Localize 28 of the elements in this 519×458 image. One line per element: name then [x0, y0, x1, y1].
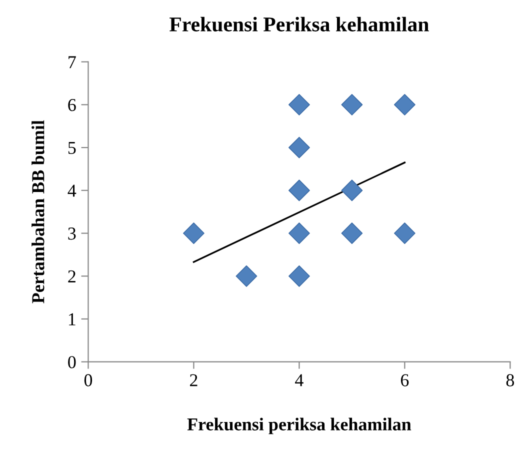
x-tick-label: 4	[295, 374, 304, 386]
x-tick-label: 0	[84, 374, 92, 386]
point	[182, 222, 204, 244]
point	[288, 265, 310, 287]
y-tick-label: 1	[68, 313, 76, 326]
y-tick-label: 7	[68, 56, 76, 68]
y-axis-title: Pertambahan BB bumil	[32, 120, 44, 304]
point	[288, 222, 310, 244]
point	[341, 222, 363, 244]
y-tick-label: 5	[68, 142, 76, 154]
point	[341, 180, 363, 202]
y-tick-label: 2	[68, 270, 76, 282]
point	[288, 180, 310, 202]
y-tick-label: 3	[68, 228, 76, 240]
point	[288, 136, 310, 158]
y-tick-label: 0	[68, 356, 76, 368]
point	[288, 94, 310, 116]
x-tick-label: 8	[506, 374, 514, 386]
point	[394, 222, 416, 244]
x-tick-label: 6	[400, 374, 409, 386]
point	[394, 94, 416, 116]
x-axis-title: Frekuensi periksa kehamilan	[187, 418, 412, 434]
point	[236, 265, 258, 287]
point	[341, 94, 363, 116]
x-tick-label: 2	[190, 374, 198, 386]
y-tick-label: 6	[68, 98, 76, 112]
y-tick-label: 4	[68, 184, 76, 197]
chart-title: Frekuensi Periksa kehamilan	[170, 16, 429, 32]
